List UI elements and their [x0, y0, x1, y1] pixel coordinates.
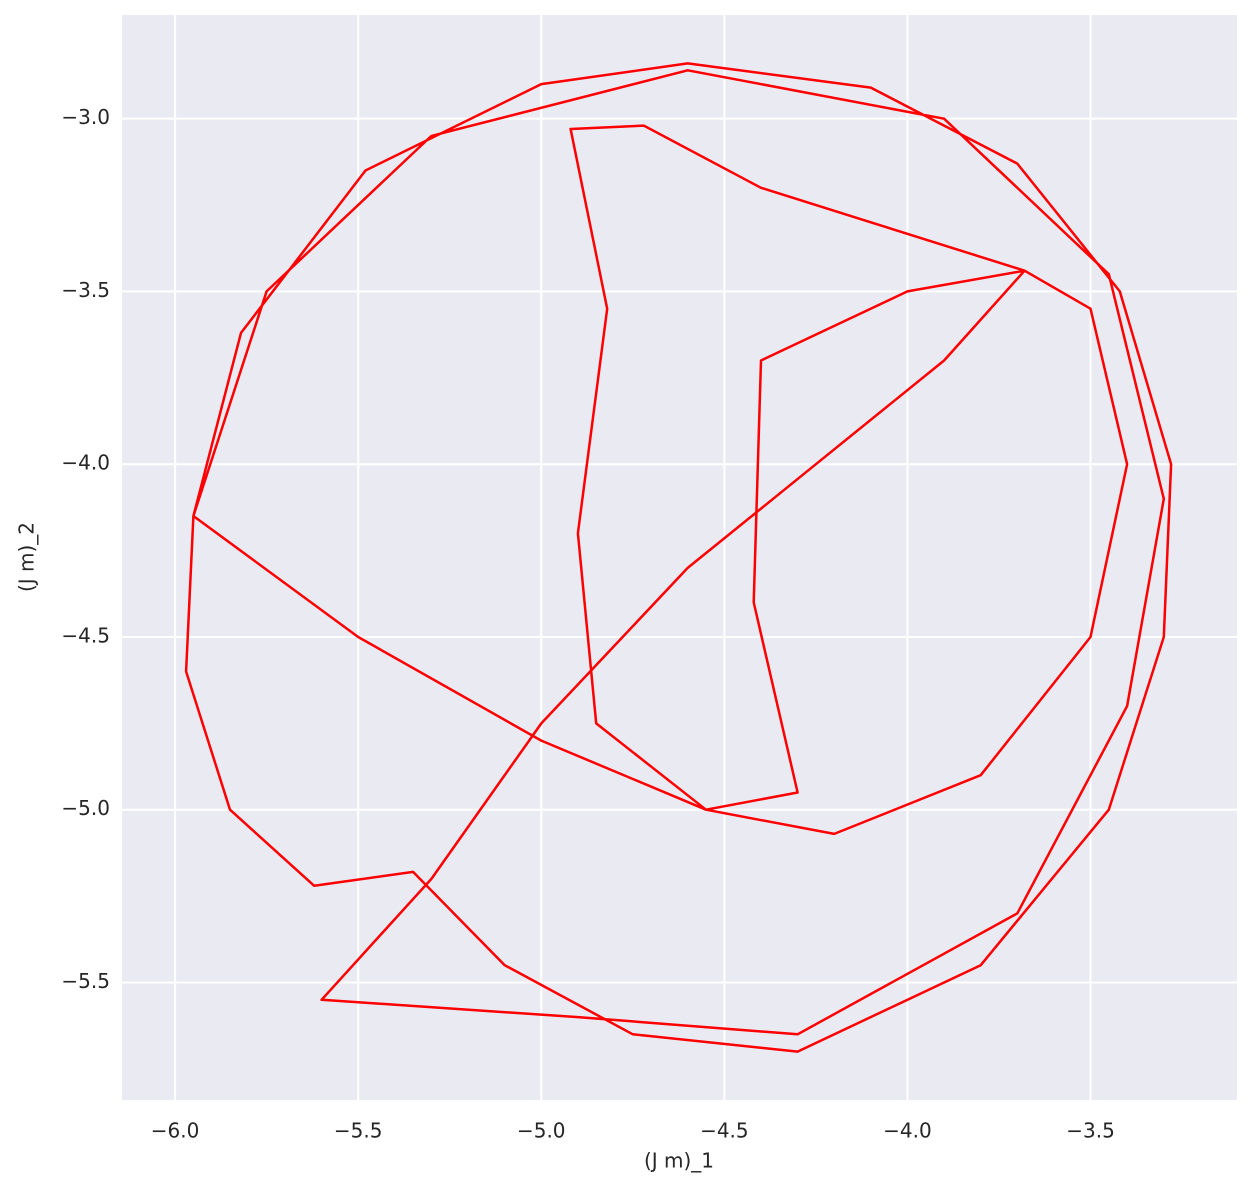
y-axis-label: (J m)_2: [15, 522, 39, 592]
x-tick-label: −4.0: [883, 1119, 932, 1143]
y-tick-label: −5.5: [61, 969, 110, 993]
y-tick-label: −4.5: [61, 623, 110, 647]
x-tick-label: −4.5: [700, 1119, 749, 1143]
x-tick-label: −6.0: [151, 1119, 200, 1143]
y-tick-label: −3.0: [61, 105, 110, 129]
x-tick-label: −3.5: [1066, 1119, 1115, 1143]
x-tick-label: −5.5: [334, 1119, 383, 1143]
y-tick-label: −3.5: [61, 278, 110, 302]
x-tick-label: −5.0: [517, 1119, 566, 1143]
y-tick-label: −5.0: [61, 796, 110, 820]
plot-background: [122, 15, 1237, 1100]
x-axis-label: (J m)_1: [644, 1149, 714, 1173]
y-tick-label: −4.0: [61, 451, 110, 475]
trajectory-line: [184, 62, 1173, 1053]
